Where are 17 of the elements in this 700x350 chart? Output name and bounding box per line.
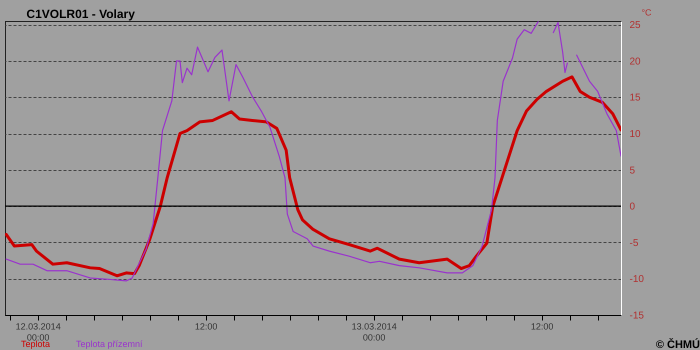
y-tick-label: 10	[630, 129, 642, 140]
x-tick-label: 12:00	[530, 322, 554, 332]
y-axis-title: °C	[641, 8, 652, 18]
x-tick-label: 12:00	[194, 322, 218, 332]
y-tick-label: -10	[630, 274, 644, 286]
text: Teplota přízemní	[76, 338, 144, 349]
line-series	[5, 75, 621, 278]
text: © ČHMÚ	[656, 338, 700, 350]
y-tick-label: 15	[630, 92, 642, 104]
y-tick-label: 20	[630, 56, 642, 68]
y-tick-label: -5	[630, 238, 639, 249]
y-tick-label: 25	[630, 20, 642, 32]
y-tick-label: -15	[630, 310, 644, 322]
y-tick-label: 0	[630, 202, 636, 213]
x-tick-label: 13.03.2014 00:00	[352, 322, 397, 342]
chart-title: C1VOLR01 - Volary	[26, 7, 136, 21]
y-tick-label: 5	[630, 165, 636, 176]
